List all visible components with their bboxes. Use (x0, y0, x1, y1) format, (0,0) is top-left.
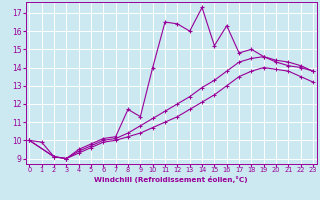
X-axis label: Windchill (Refroidissement éolien,°C): Windchill (Refroidissement éolien,°C) (94, 176, 248, 183)
